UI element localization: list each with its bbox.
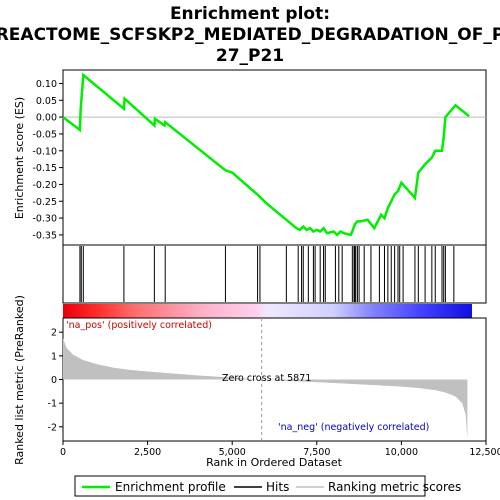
legend-box [74, 475, 426, 497]
metric-panel: 2 1 0 -1 -2 0 2,500 5,000 7,500 10,000 12,500 'na… [13, 295, 500, 469]
enrichment-profile-line [62, 72, 470, 237]
es-y-tick-label: -0.05 [32, 129, 57, 140]
es-y-tick-label: 0.10 [36, 79, 57, 90]
hits-lines [79, 246, 455, 302]
legend-enrichment-label: Enrichment profile [115, 480, 226, 494]
x-tick-label: 7,500 [303, 447, 330, 458]
x-tick-label: 5,000 [219, 447, 246, 458]
es-y-tick-label: -0.30 [32, 214, 57, 225]
es-y-tick-label: 0.00 [36, 113, 57, 124]
metric-y-ticks: 2 1 0 -1 -2 [48, 328, 63, 433]
zero-cross-label: Zero cross at 5871 [222, 373, 311, 384]
legend-metric-label: Ranking metric scores [328, 480, 461, 494]
chart-title-line-3: 27_P21 [216, 46, 284, 66]
metric-y-tick-label: 0 [51, 375, 57, 386]
ranking-colorbar [63, 304, 472, 318]
chart-title-line-1: Enrichment plot: [170, 4, 330, 24]
chart-title-line-2: REACTOME_SCFSKP2_MEDIATED_DEGRADATION_OF… [0, 25, 500, 45]
metric-y-tick-label: -2 [48, 422, 57, 433]
x-tick-label: 0 [60, 447, 66, 458]
es-y-tick-label: -0.10 [32, 146, 57, 157]
es-y-ticks: 0.10 0.05 0.00 -0.05 -0.10 -0.15 -0.20 -0.25 -0.… [32, 79, 63, 241]
metric-y-axis-label: Ranked list metric (PreRanked) [13, 295, 26, 465]
negative-correlation-label: 'na_neg' (negatively correlated) [278, 422, 429, 433]
hits-panel-frame [62, 244, 487, 304]
es-panel: 0.10 0.05 0.00 -0.05 -0.10 -0.15 -0.20 -0.25 -0.… [13, 69, 487, 246]
hits-panel [62, 244, 487, 304]
es-y-tick-label: 0.05 [36, 96, 57, 107]
x-tick-label: 2,500 [134, 447, 161, 458]
x-tick-label: 12,500 [469, 447, 500, 458]
es-y-tick-label: -0.35 [32, 230, 57, 241]
metric-y-tick-label: -1 [48, 399, 57, 410]
legend: Enrichment profile Hits Ranking metric s… [74, 475, 461, 497]
colorbar-gradient [63, 304, 472, 318]
x-tick-label: 10,000 [385, 447, 418, 458]
es-y-tick-label: -0.20 [32, 180, 57, 191]
es-y-tick-label: -0.15 [32, 163, 57, 174]
es-panel-frame [62, 69, 487, 246]
es-y-tick-label: -0.25 [32, 197, 57, 208]
positive-correlation-label: 'na_pos' (positively correlated) [66, 320, 212, 331]
legend-hits-label: Hits [266, 480, 289, 494]
x-axis-label: Rank in Ordered Dataset [206, 456, 343, 469]
es-y-axis-label: Enrichment score (ES) [13, 97, 26, 219]
metric-y-tick-label: 2 [51, 328, 57, 339]
metric-y-tick-label: 1 [51, 351, 57, 362]
metric-x-ticks: 0 2,500 5,000 7,500 10,000 12,500 [60, 441, 500, 458]
